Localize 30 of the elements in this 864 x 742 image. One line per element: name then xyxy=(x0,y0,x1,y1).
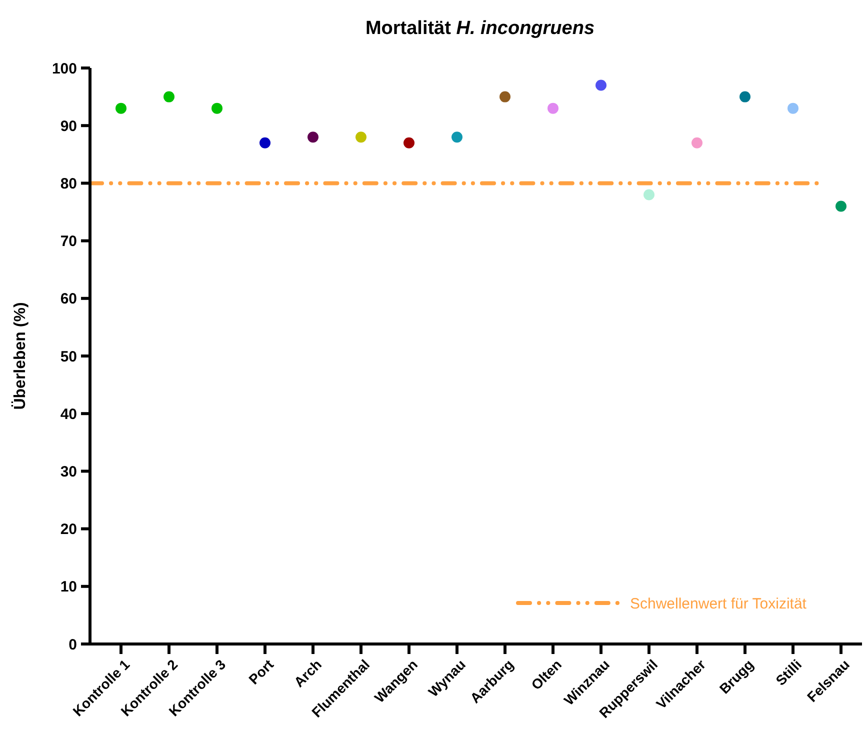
point xyxy=(260,137,270,148)
y-tick-label: 0 xyxy=(68,636,77,654)
point xyxy=(692,137,702,148)
y-tick-label: 40 xyxy=(60,406,77,423)
point xyxy=(164,91,174,102)
y-tick-label: 60 xyxy=(60,290,77,308)
point xyxy=(356,132,366,143)
point xyxy=(548,102,558,114)
point xyxy=(788,102,798,114)
y-tick-label: 80 xyxy=(60,175,77,192)
point xyxy=(740,91,750,102)
y-tick-label: 70 xyxy=(60,233,77,250)
point xyxy=(308,132,318,143)
point xyxy=(452,132,462,143)
chart-title: Mortalität H. incongruens xyxy=(365,18,595,39)
point xyxy=(644,189,654,200)
y-tick-label: 10 xyxy=(60,578,77,596)
point xyxy=(116,102,126,114)
point xyxy=(404,137,414,148)
y-tick-label: 20 xyxy=(60,521,77,538)
y-tick-label: 90 xyxy=(60,118,77,135)
y-axis-title: Überleben (%) xyxy=(11,302,29,410)
point xyxy=(212,102,222,114)
y-tick-label: 100 xyxy=(52,60,77,78)
point xyxy=(596,80,606,91)
point xyxy=(836,200,846,212)
point xyxy=(500,91,510,102)
ref-line-label: Schwellenwert für Toxizität xyxy=(630,595,808,612)
y-tick-label: 30 xyxy=(60,463,77,480)
y-tick-label: 50 xyxy=(60,348,77,366)
